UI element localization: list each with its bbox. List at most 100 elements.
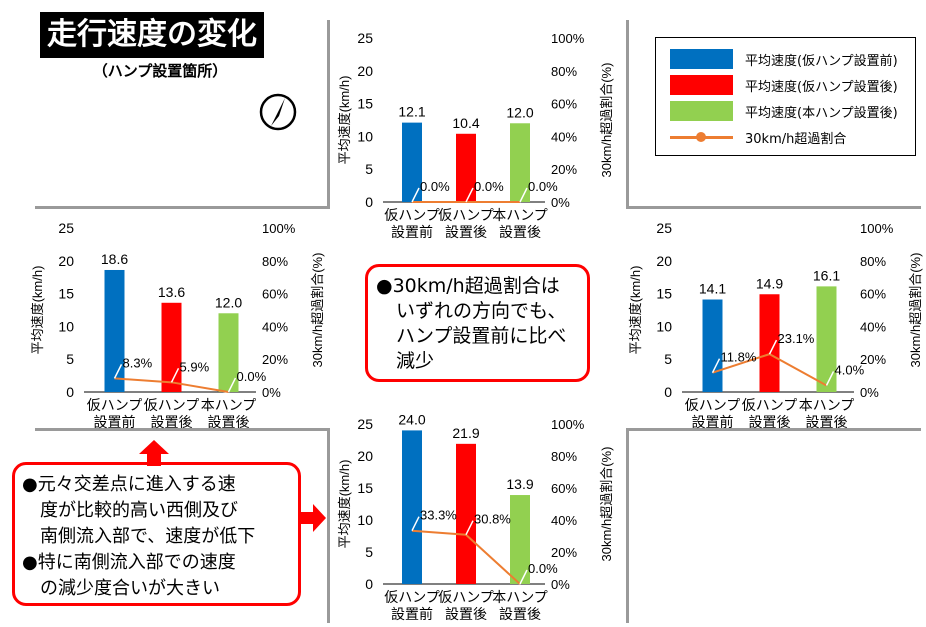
road-south-west-edge: [327, 428, 330, 623]
bar: [456, 443, 476, 584]
y-tick-label: 15: [357, 480, 373, 496]
bar-value-label: 14.1: [699, 281, 726, 297]
x-tick-label: 設置後: [445, 606, 487, 622]
legend-item-after-temp: 平均速度(仮ハンプ設置後): [670, 74, 898, 96]
y2-tick-label: 80%: [551, 449, 577, 464]
y-axis-title: 平均速度(km/h): [30, 266, 45, 355]
y2-tick-label: 0%: [262, 385, 281, 400]
legend-swatch-red: [670, 75, 733, 95]
y-axis-title: 平均速度(km/h): [628, 266, 643, 355]
bar-value-label: 12.0: [506, 104, 533, 120]
bar-value-label: 13.9: [506, 476, 533, 492]
y-tick-label: 15: [656, 286, 672, 302]
y2-axis-title: 30km/h超過割合(%): [310, 253, 325, 368]
x-tick-label: 設置後: [208, 414, 250, 430]
bar: [702, 299, 723, 392]
ratio-value-label: 5.9%: [180, 359, 210, 374]
y-tick-label: 5: [365, 161, 373, 177]
legend-item-after-perm: 平均速度(本ハンプ設置後): [670, 100, 898, 122]
ratio-value-label: 0.0%: [420, 179, 450, 194]
ratio-value-label: 23.1%: [778, 331, 815, 346]
x-tick-label: 仮ハンプ: [87, 397, 143, 413]
page-subtitle: （ハンプ設置箇所）: [92, 62, 228, 80]
x-tick-label: 本ハンプ: [799, 397, 855, 413]
x-tick-label: 設置前: [391, 606, 433, 622]
ratio-value-label: 0.0%: [237, 369, 267, 384]
bar-value-label: 21.9: [452, 425, 479, 441]
ratio-leader-line: [113, 364, 123, 379]
y2-tick-label: 60%: [551, 481, 577, 496]
ratio-value-label: 8.3%: [123, 355, 153, 370]
y2-tick-label: 0%: [551, 577, 570, 592]
y2-tick-label: 60%: [551, 97, 577, 112]
legend-label: 平均速度(仮ハンプ設置前): [745, 53, 898, 69]
y-tick-label: 25: [357, 30, 373, 46]
bar: [510, 495, 530, 584]
bar: [402, 122, 422, 202]
x-tick-label: 設置後: [499, 224, 541, 240]
bar: [218, 313, 239, 392]
y2-tick-label: 20%: [262, 352, 288, 367]
legend-swatch-blue: [670, 49, 733, 69]
y-tick-label: 5: [66, 351, 74, 367]
bar: [402, 430, 422, 584]
y-tick-label: 25: [357, 416, 373, 432]
y-tick-label: 20: [58, 253, 74, 269]
road-west-north-edge: [35, 206, 330, 209]
x-tick-label: 仮ハンプ: [438, 589, 494, 605]
legend-label: 30km/h超過割合: [745, 131, 847, 147]
x-tick-label: 設置後: [499, 606, 541, 622]
y2-tick-label: 80%: [262, 254, 288, 269]
y-tick-label: 20: [656, 253, 672, 269]
y2-tick-label: 80%: [551, 64, 577, 79]
y-tick-label: 0: [365, 576, 373, 592]
y-tick-label: 10: [357, 512, 373, 528]
ratio-leader-line: [768, 339, 778, 355]
ratio-value-label: 33.3%: [420, 508, 457, 523]
callout-line: の減少度合いが大きい: [40, 578, 220, 599]
bar: [161, 302, 182, 392]
y2-axis-title: 30km/h超過割合(%): [599, 63, 614, 178]
x-tick-label: 設置後: [445, 224, 487, 240]
arrow-up-icon: [139, 440, 169, 466]
x-tick-label: 仮ハンプ: [384, 589, 440, 605]
y-tick-label: 0: [365, 194, 373, 210]
chart-legend: 平均速度(仮ハンプ設置前) 平均速度(仮ハンプ設置後) 平均速度(本ハンプ設置後…: [655, 37, 916, 156]
y2-tick-label: 60%: [262, 287, 288, 302]
callout-line: ハンプ設置前に比べ: [396, 325, 567, 347]
legend-item-ratio: 30km/h超過割合: [670, 126, 846, 148]
road-west-south-edge: [35, 428, 330, 431]
y-axis-title: 平均速度(km/h): [337, 460, 352, 549]
x-tick-label: 設置前: [692, 414, 734, 430]
chart-north: 0 5 10 15 20 25 0% 20% 40% 60% 80% 100% 平均速度(km/h) 30…: [337, 30, 614, 240]
x-tick-label: 仮ハンプ: [742, 397, 798, 413]
y2-tick-label: 20%: [551, 162, 577, 177]
callout-line: ●元々交差点に進入する速: [22, 474, 236, 495]
ratio-leader-line: [465, 520, 474, 536]
chart-south: 0 5 10 15 20 25 0% 20% 40% 60% 80% 100% 平均速度(km/h) 30…: [337, 411, 614, 622]
y2-tick-label: 20%: [860, 352, 886, 367]
arrow-right-icon: [300, 504, 326, 532]
road-north-west-edge: [327, 20, 330, 207]
x-tick-label: 仮ハンプ: [685, 397, 741, 413]
y2-tick-label: 0%: [860, 385, 879, 400]
callout-line: 減少: [396, 350, 435, 372]
ratio-leader-line: [411, 187, 420, 203]
north-compass-icon: [259, 93, 297, 131]
legend-line-orange: [670, 126, 733, 148]
y2-tick-label: 100%: [551, 31, 585, 46]
page-title: 走行速度の変化: [40, 12, 264, 58]
road-east-south-edge: [626, 428, 921, 431]
bar-value-label: 10.4: [452, 115, 479, 131]
bar: [759, 294, 780, 392]
x-tick-label: 設置前: [391, 224, 433, 240]
road-north-east-edge: [626, 20, 629, 207]
ratio-value-label: 30.8%: [474, 512, 511, 527]
ratio-leader-line: [170, 367, 180, 383]
y2-tick-label: 0%: [551, 195, 570, 210]
x-tick-label: 設置後: [151, 414, 193, 430]
chart-east: 0 5 10 15 20 25 0% 20% 40% 60% 80% 100% 平均速度(km/h) 30…: [628, 220, 923, 430]
y-tick-label: 20: [357, 63, 373, 79]
ratio-value-label: 4.0%: [835, 362, 865, 377]
x-tick-label: 設置後: [749, 414, 791, 430]
